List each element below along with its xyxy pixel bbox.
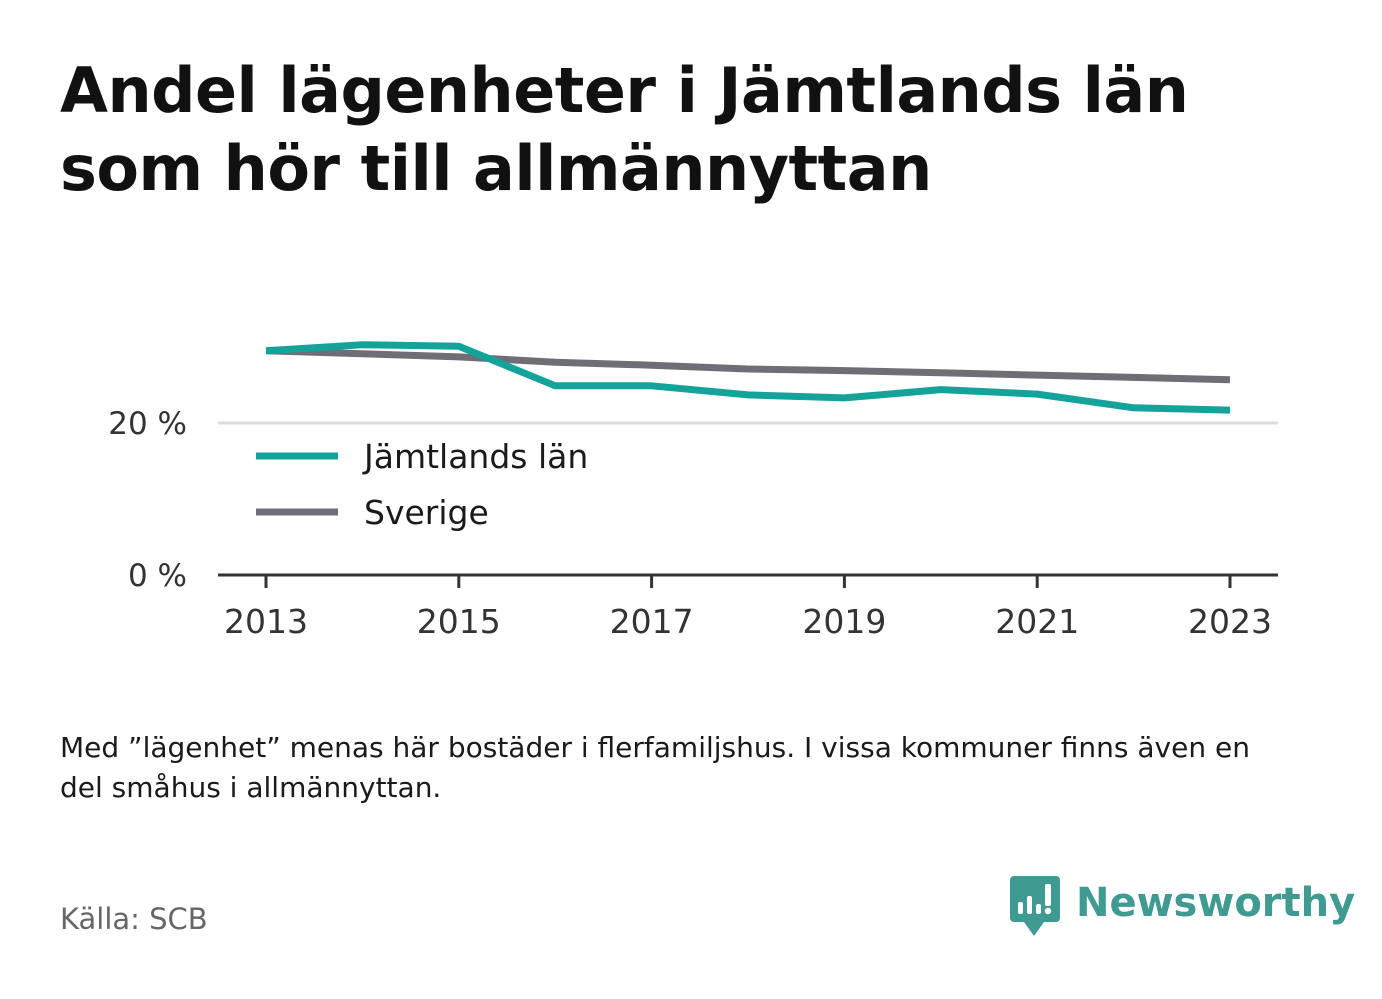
x-tick-label: 2019	[802, 602, 886, 641]
series-line-1	[265, 347, 1231, 384]
x-axis: 2013 2015 2017 2019 2021 2023	[218, 573, 1278, 641]
series-lines	[265, 341, 1231, 414]
x-tick-label: 2017	[610, 602, 694, 641]
y-tick-label: 20 %	[108, 406, 187, 442]
newsworthy-logo: Newsworthy	[1010, 876, 1355, 942]
x-tick-label: 2023	[1188, 602, 1272, 641]
series-line-0	[265, 341, 1231, 414]
source-label: Källa: SCB	[60, 902, 208, 936]
legend-label: Sverige	[364, 493, 489, 532]
x-tick-label: 2015	[417, 602, 501, 641]
newsworthy-bar-chart-icon	[1010, 876, 1060, 936]
legend: Jämtlands län Sverige	[256, 437, 588, 532]
x-tick-label: 2013	[224, 602, 308, 641]
logo-text: Newsworthy	[1076, 880, 1356, 926]
legend-background	[246, 427, 616, 547]
y-axis-tick-labels: 0 % 20 %	[108, 406, 187, 594]
legend-label: Jämtlands län	[362, 437, 588, 476]
chart-note: Med ”lägenhet” menas här bostäder i fler…	[60, 731, 1250, 804]
x-tick-label: 2021	[995, 602, 1079, 641]
y-tick-label: 0 %	[128, 558, 187, 594]
chart-title: Andel lägenheter i Jämtlands län som hör…	[60, 54, 1189, 205]
